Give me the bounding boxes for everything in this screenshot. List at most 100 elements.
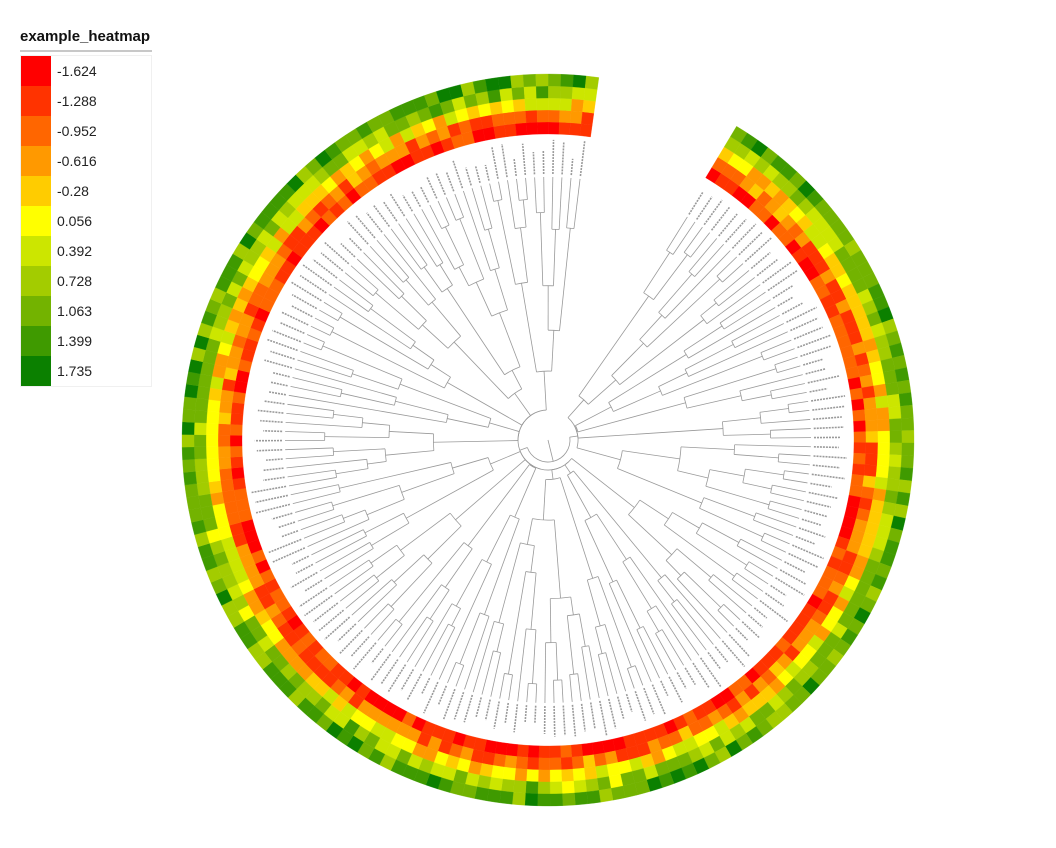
tree-arc — [688, 271, 695, 277]
tree-branch — [521, 283, 537, 373]
heatmap-cell — [229, 435, 243, 447]
leaf-label — [491, 146, 499, 179]
tree-branch — [696, 532, 748, 566]
heatmap-cell — [860, 486, 875, 500]
tree-branch — [586, 579, 601, 626]
tree-arc — [396, 544, 405, 556]
leaf-label — [267, 338, 298, 352]
tree-branch — [636, 629, 660, 679]
tree-arc — [742, 469, 746, 483]
leaf-label — [348, 237, 363, 251]
heatmap-cell — [570, 744, 583, 758]
tree-branch — [543, 371, 547, 411]
heatmap-cell — [889, 442, 903, 456]
tree-arc — [736, 538, 742, 546]
heatmap-cell — [232, 477, 246, 491]
leaf-label — [474, 166, 481, 184]
tree-branch — [575, 406, 612, 426]
leaf-label — [580, 703, 586, 732]
leaf-label — [371, 648, 384, 664]
heatmap-cell — [206, 457, 220, 471]
tree-branch — [770, 492, 804, 502]
heatmap-cell — [862, 475, 877, 489]
heatmap-cell — [537, 793, 551, 807]
tree-branch — [297, 359, 352, 378]
leaf-label — [463, 694, 474, 723]
tree-branch — [664, 574, 721, 639]
tree-branch — [664, 524, 735, 577]
tree-branch — [366, 498, 405, 516]
tree-arc — [695, 522, 703, 534]
leaf-label — [263, 467, 284, 472]
tree-arc — [426, 616, 434, 622]
tree-root — [547, 439, 554, 462]
leaf-label — [521, 143, 527, 176]
leaf-label — [707, 651, 721, 670]
heatmap-cell — [865, 442, 879, 455]
leaf-label — [251, 485, 287, 494]
leaf-label — [270, 350, 295, 360]
tree-branch — [723, 433, 771, 436]
heatmap-cell — [549, 769, 562, 783]
tree-arc — [441, 584, 450, 591]
tree-branch — [643, 252, 671, 293]
legend-label: 1.063 — [57, 303, 93, 319]
tree-branch — [544, 642, 547, 703]
heatmap-cell — [569, 122, 582, 136]
heatmap-cell — [181, 446, 195, 460]
leaf-label — [302, 264, 333, 286]
legend-label: -1.288 — [57, 93, 97, 109]
tree-arc — [479, 612, 490, 617]
leaf-label — [813, 426, 844, 430]
tree-branch — [393, 554, 425, 583]
tree-branch — [534, 177, 537, 213]
leaf-label — [777, 296, 794, 307]
tree-branch — [553, 680, 555, 703]
tree-arc — [369, 542, 374, 549]
tree-arc — [520, 542, 535, 547]
leaf-label — [718, 213, 738, 237]
tree-arc — [397, 378, 403, 390]
heatmap-cell — [186, 495, 201, 511]
legend-swatch — [21, 326, 51, 356]
leaf-label — [793, 326, 823, 340]
heatmap-cell — [559, 110, 572, 123]
heatmap-cell — [549, 793, 563, 807]
heatmap-cell — [181, 421, 195, 435]
tree-arc — [484, 227, 493, 231]
tree-branch — [688, 331, 788, 377]
tree-branch — [646, 278, 721, 348]
tree-arc — [341, 514, 346, 523]
legend-label: -0.952 — [57, 123, 97, 139]
tree-branch — [553, 229, 556, 286]
leaf-label — [442, 688, 456, 720]
heatmap-cell — [514, 110, 527, 124]
heatmap-cell — [560, 756, 573, 770]
heatmap-cell — [210, 491, 225, 506]
leaf-label — [561, 142, 565, 175]
tree-arc — [428, 298, 436, 306]
leaf-labels — [251, 139, 847, 737]
tree-branch — [324, 436, 390, 439]
tree-branch — [774, 356, 798, 366]
heatmap-cell — [182, 409, 196, 423]
tree-branch — [429, 589, 450, 620]
heatmap-cell — [500, 778, 515, 793]
heatmap-cell — [898, 392, 913, 407]
heatmap-cell — [489, 101, 504, 116]
tree-branch — [597, 654, 609, 697]
leaf-label — [266, 458, 283, 461]
leaf-label — [812, 464, 841, 469]
tree-branch — [487, 229, 500, 268]
tree-branch — [789, 410, 810, 414]
tree-arc — [388, 425, 391, 438]
leaf-label — [598, 700, 608, 736]
heatmap-cell — [535, 73, 549, 87]
legend-title: example_heatmap — [20, 28, 152, 52]
tree-arc — [595, 624, 606, 628]
tree-arc — [566, 227, 575, 230]
leaf-label — [452, 160, 464, 189]
tree-arc — [770, 485, 773, 493]
legend-swatch — [21, 206, 51, 236]
tree-branch — [661, 629, 684, 666]
